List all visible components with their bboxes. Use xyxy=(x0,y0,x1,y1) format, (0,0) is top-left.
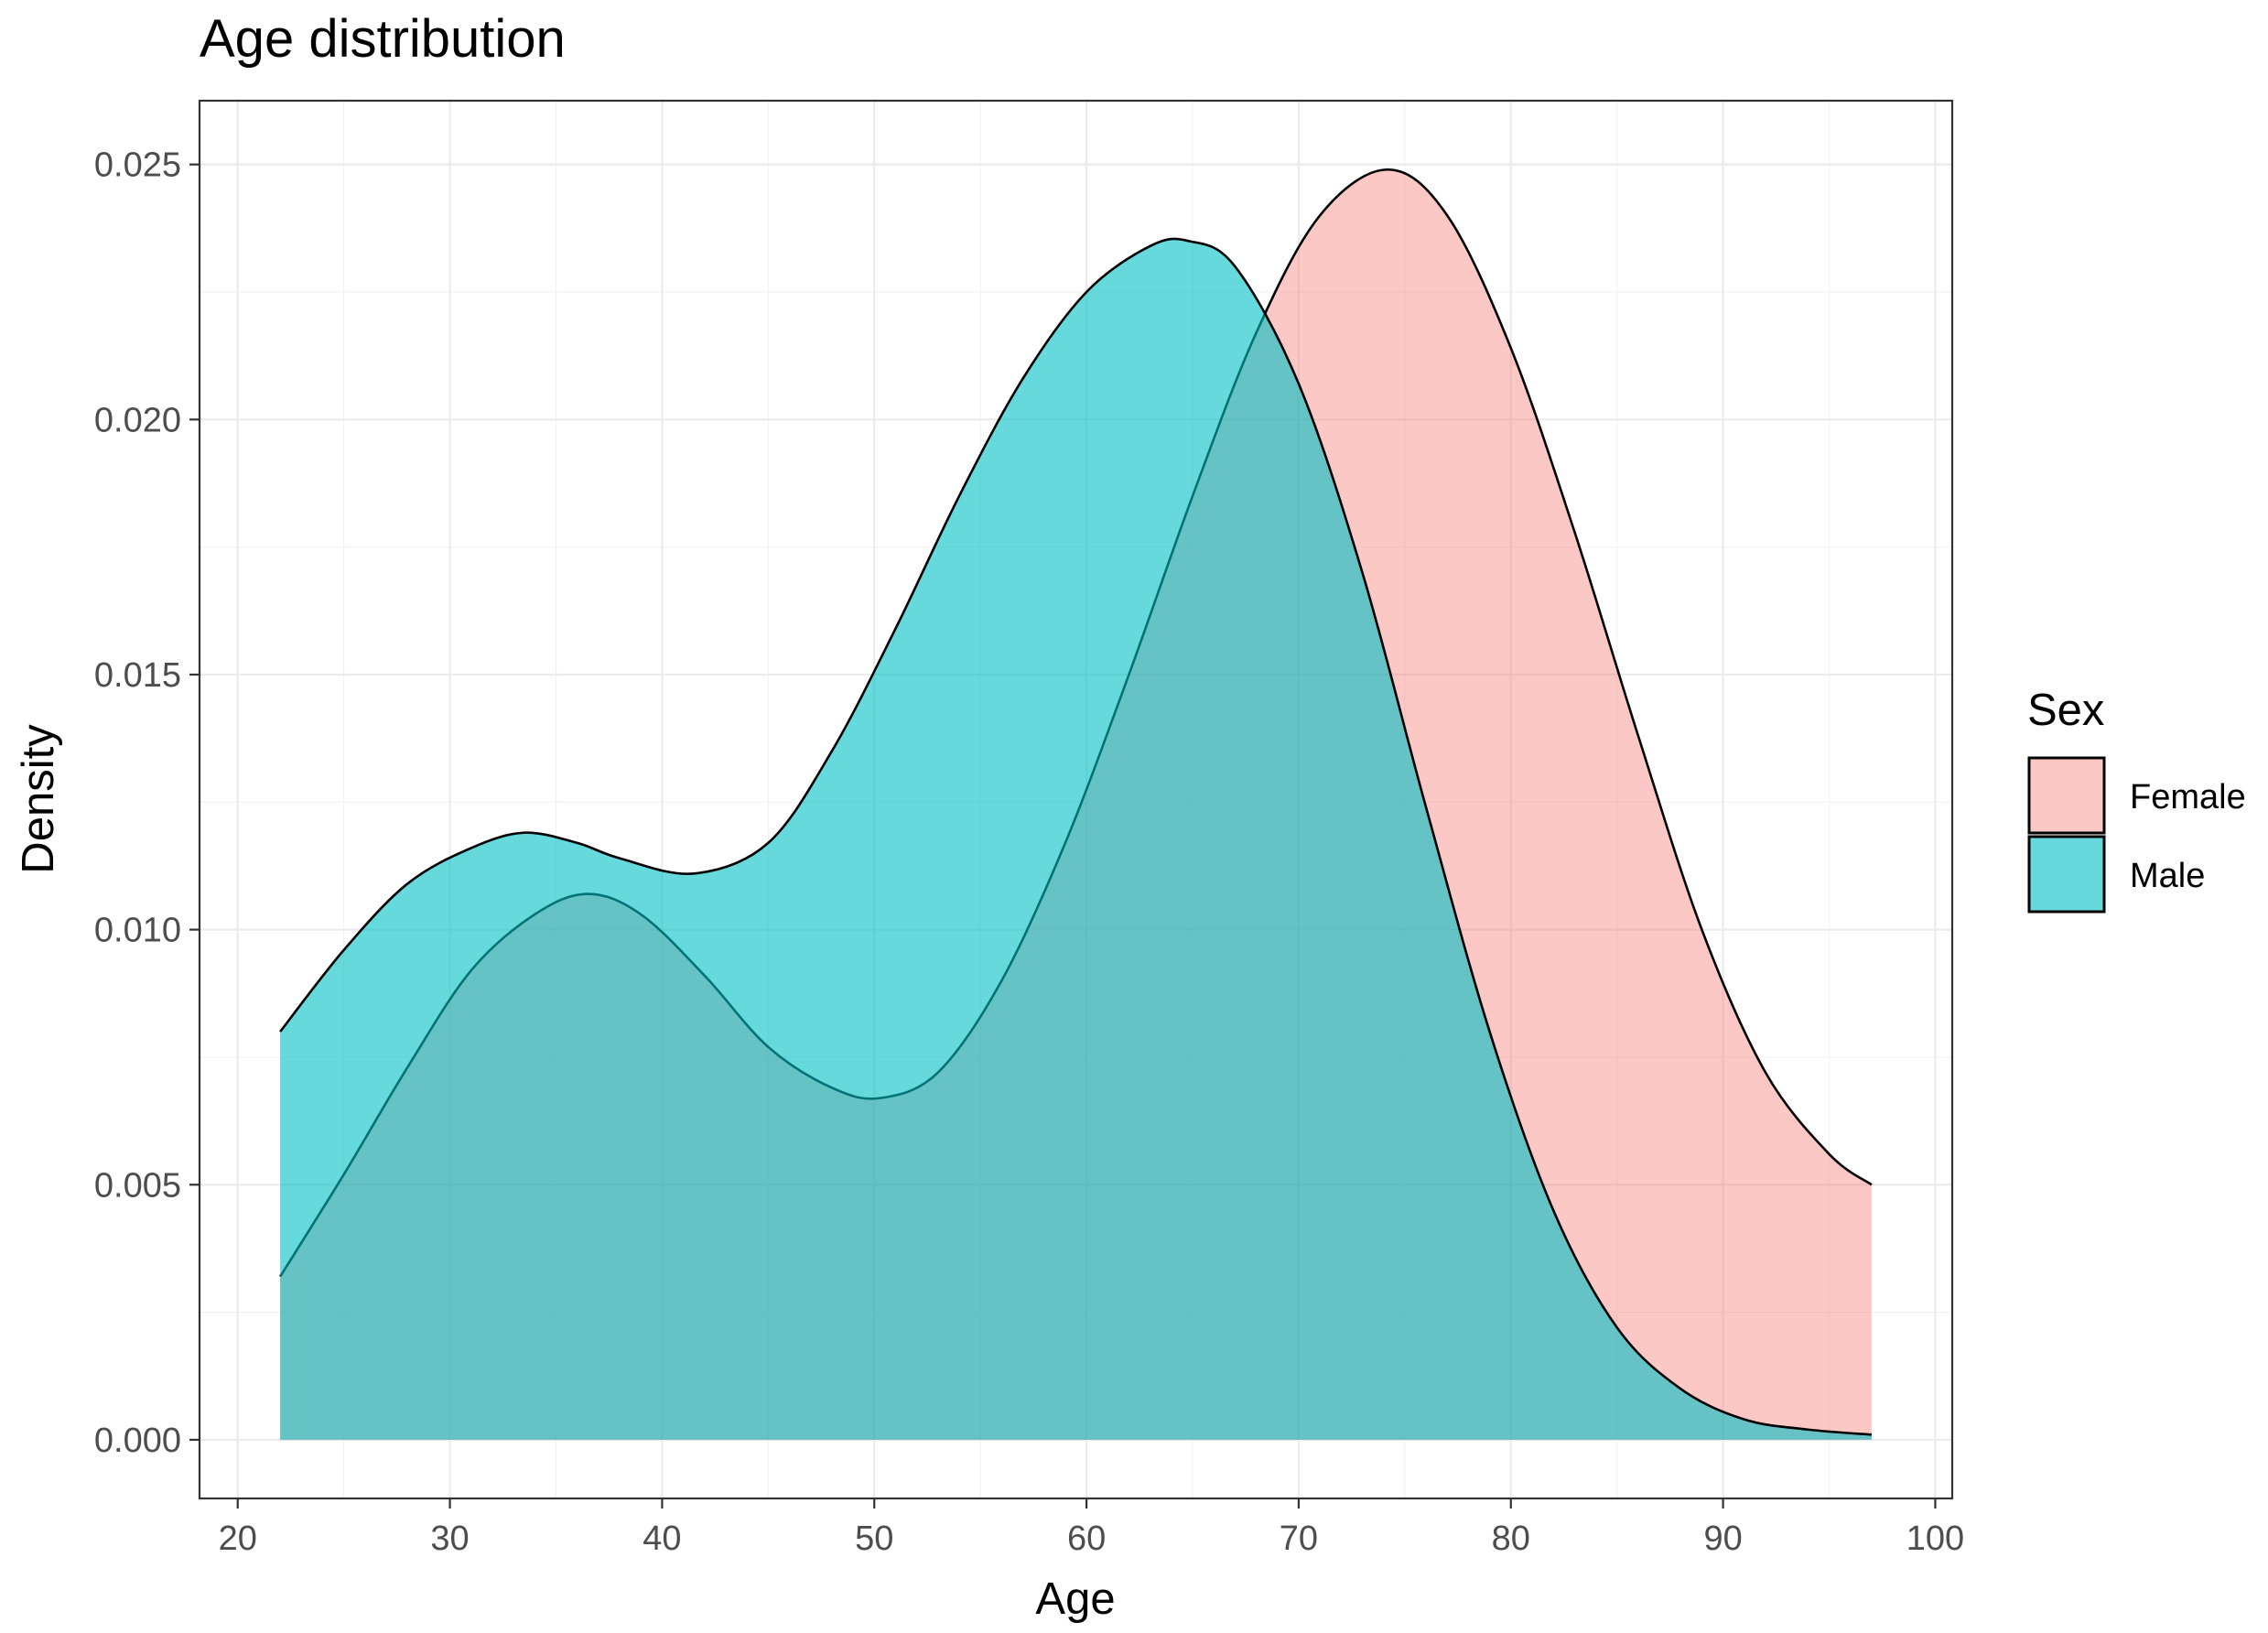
legend-key-male xyxy=(2027,835,2106,914)
plot-panel xyxy=(198,99,1954,1500)
density-area-male xyxy=(280,238,1872,1440)
x-tick-label: 40 xyxy=(643,1519,681,1558)
y-tick-label: 0.025 xyxy=(94,146,181,185)
x-tick-label: 60 xyxy=(1067,1519,1106,1558)
chart-title: Age distribution xyxy=(200,9,566,69)
x-tick-label: 90 xyxy=(1703,1519,1742,1558)
x-tick-label: 100 xyxy=(1906,1519,1964,1558)
panel-border xyxy=(198,99,1954,1500)
y-axis-title: Density xyxy=(14,724,63,874)
legend-key-bg-female xyxy=(2029,758,2104,833)
x-tick-label: 50 xyxy=(855,1519,893,1558)
legend-title: Sex xyxy=(2027,686,2104,735)
x-axis-title: Age xyxy=(1035,1574,1115,1624)
x-tick-label: 20 xyxy=(219,1519,257,1558)
legend: Sex Female Male xyxy=(2027,686,2246,914)
y-tick-label: 0.005 xyxy=(94,1166,181,1205)
y-tick-label: 0.000 xyxy=(94,1422,181,1460)
y-tick-label: 0.015 xyxy=(94,656,181,695)
legend-label-male: Male xyxy=(2130,857,2205,895)
legend-label-female: Female xyxy=(2130,778,2246,816)
legend-key-female xyxy=(2027,756,2106,835)
y-tick-label: 0.020 xyxy=(94,401,181,439)
y-axis: 0.000 0.005 0.010 0.015 0.020 0.025 xyxy=(94,146,200,1460)
legend-items: Female Male xyxy=(2027,756,2246,914)
density-line-male xyxy=(279,237,1873,1436)
x-tick-label: 30 xyxy=(430,1519,469,1558)
x-tick-label: 80 xyxy=(1492,1519,1530,1558)
density-areas xyxy=(278,168,1873,1440)
y-tick-label: 0.010 xyxy=(94,912,181,950)
x-axis: 20 30 40 50 60 70 80 90 100 xyxy=(219,1498,1964,1558)
x-tick-label: 70 xyxy=(1280,1519,1318,1558)
